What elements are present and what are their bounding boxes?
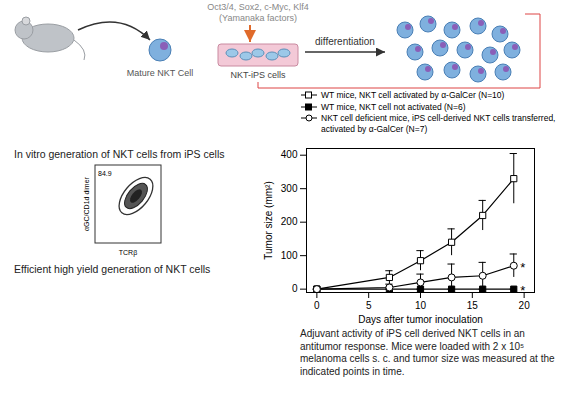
html-text:NKT cell deficient mice, iPS c: NKT cell deficient mice, iPS cell-derive… [321, 113, 556, 134]
svg-text:αGC/CD1d dimer: αGC/CD1d dimer [83, 176, 90, 231]
svg-text:*: * [520, 283, 525, 298]
svg-text:Mature NKT Cell: Mature NKT Cell [127, 68, 193, 78]
svg-text:differentiation: differentiation [315, 36, 375, 47]
svg-text:300: 300 [281, 183, 298, 194]
html-text:Efficient high yield generatio: Efficient high yield generation of NKT c… [14, 263, 211, 275]
html-text:Adjuvant activity of iPS cell: Adjuvant activity of iPS cell derived NK… [300, 328, 555, 377]
html-text:WT mice, NKT cell activated by: WT mice, NKT cell activated by α-GalCer … [321, 90, 505, 100]
svg-text:0: 0 [314, 300, 320, 311]
svg-text:Days after tumor inoculation: Days after tumor inoculation [358, 314, 483, 325]
svg-text:84.9: 84.9 [98, 170, 112, 177]
svg-text:Tumor size (mm²): Tumor size (mm²) [263, 181, 274, 260]
html-text:In vitro generation of NKT cel: In vitro generation of NKT cells from iP… [14, 148, 225, 160]
svg-text:20: 20 [519, 300, 531, 311]
svg-text:(Yamanaka factors): (Yamanaka factors) [219, 13, 297, 23]
svg-text:Oct3/4, Sox2, c-Myc, Klf4: Oct3/4, Sox2, c-Myc, Klf4 [207, 2, 309, 12]
svg-text:TCRβ: TCRβ [119, 249, 137, 257]
svg-text:400: 400 [281, 149, 298, 160]
svg-text:15: 15 [467, 300, 479, 311]
html-text:WT mice, NKT cell not activate: WT mice, NKT cell not activated (N=6) [321, 101, 466, 112]
svg-text:5: 5 [366, 300, 372, 311]
svg-text:10: 10 [415, 300, 427, 311]
svg-text:200: 200 [281, 216, 298, 227]
svg-text:0: 0 [292, 283, 298, 294]
svg-text:*: * [520, 260, 525, 275]
svg-text:NKT-iPS cells: NKT-iPS cells [230, 70, 286, 80]
svg-text:100: 100 [281, 250, 298, 261]
